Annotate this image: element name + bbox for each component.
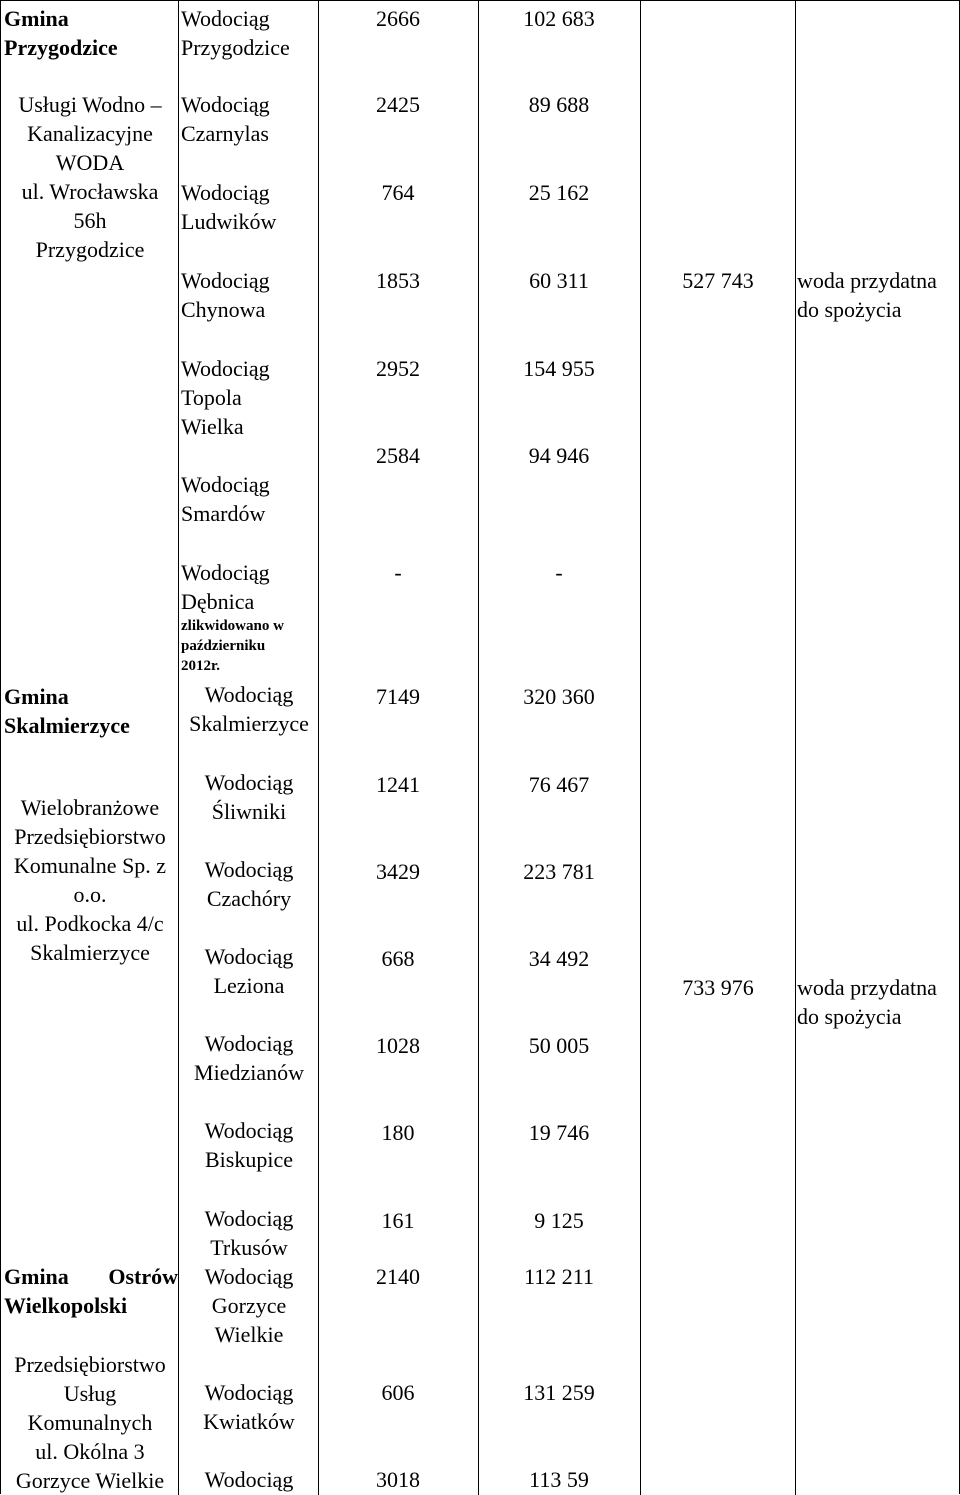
value-1: 668	[381, 946, 415, 971]
operator-address: Przedsiębiorstwo Usług Komunalnych ul. O…	[14, 1352, 166, 1493]
column-divider	[795, 0, 796, 1495]
value-1: -	[394, 560, 402, 585]
waterworks-name: Wodociąg Śliwniki	[204, 770, 294, 824]
value-2: 9 125	[534, 1208, 584, 1233]
gmina-name: Gmina Przygodzice	[4, 6, 118, 60]
waterworks-name: Wodociąg Chynowa	[181, 268, 270, 322]
waterworks-name: Wodociąg Ludwików	[181, 180, 277, 234]
column-divider	[478, 0, 479, 1495]
value-1: 2666	[376, 6, 420, 31]
column-divider	[178, 0, 179, 1495]
value-1: 3429	[376, 859, 420, 884]
waterworks-name: Wodociąg Leziona	[204, 944, 294, 998]
value-2: 25 162	[528, 180, 590, 205]
value-1: 2425	[376, 92, 420, 117]
value-1: 2140	[376, 1264, 420, 1289]
waterworks-name: Wodociąg Skalmierzyce	[189, 682, 309, 736]
waterworks-name: Wodociąg Przygodzice	[181, 6, 290, 60]
value-2: -	[555, 560, 563, 585]
value-2: 113 59	[529, 1467, 589, 1492]
column-divider	[640, 0, 641, 1495]
value-2: 223 781	[523, 859, 595, 884]
gmina-name: Gmina Skalmierzyce	[4, 684, 130, 738]
value-1: 2584	[376, 443, 420, 468]
value-1: 1853	[376, 268, 420, 293]
value-2: 154 955	[523, 356, 595, 381]
quality-note: woda przydatna do spożycia	[797, 975, 937, 1029]
operator-address: Usługi Wodno – Kanalizacyjne WODA ul. Wr…	[18, 92, 162, 262]
value-1: 7149	[376, 684, 420, 709]
waterworks-name: Wodociąg Gorzyce Wielkie	[204, 1264, 294, 1347]
waterworks-name: Wodociąg Trkusów	[204, 1206, 294, 1260]
value-2: 94 946	[528, 443, 590, 468]
value-2: 102 683	[523, 6, 595, 31]
value-1: 3018	[376, 1467, 420, 1492]
waterworks-name: Wodociąg	[204, 1467, 294, 1492]
column-divider	[318, 0, 319, 1495]
value-2: 34 492	[528, 946, 590, 971]
value-1: 161	[381, 1208, 415, 1233]
value-1: 1241	[376, 772, 420, 797]
value-2: 112 211	[524, 1264, 594, 1289]
value-1: 1028	[376, 1033, 420, 1058]
value-1: 180	[381, 1120, 415, 1145]
decommission-note: zlikwidowano w październiku 2012r.	[181, 618, 284, 674]
operator-address: Wielobranżowe Przedsiębiorstwo Komunalne…	[13, 795, 167, 965]
total-sum: 527 743	[682, 268, 754, 293]
waterworks-name: Wodociąg Czachóry	[204, 857, 294, 911]
waterworks-name: Wodociąg Dębnica	[181, 560, 270, 614]
value-2: 76 467	[528, 772, 590, 797]
value-2: 89 688	[528, 92, 590, 117]
value-1: 2952	[376, 356, 420, 381]
gmina-name: Gmina Ostrów Wielkopolski	[4, 1264, 178, 1318]
total-sum: 733 976	[682, 975, 754, 1000]
waterworks-name: Wodociąg Smardów	[181, 472, 270, 526]
value-1: 764	[381, 180, 415, 205]
waterworks-name: Wodociąg Biskupice	[204, 1118, 294, 1172]
value-2: 50 005	[528, 1033, 590, 1058]
waterworks-name: Wodociąg Kwiatków	[203, 1380, 295, 1434]
waterworks-name: Wodociąg Miedzianów	[194, 1031, 304, 1085]
value-1: 606	[381, 1380, 415, 1405]
value-2: 131 259	[523, 1380, 595, 1405]
waterworks-name: Wodociąg Czarnylas	[181, 92, 270, 146]
value-2: 60 311	[529, 268, 589, 293]
value-2: 19 746	[528, 1120, 590, 1145]
quality-note: woda przydatna do spożycia	[797, 268, 937, 322]
waterworks-name: Wodociąg Topola Wielka	[181, 356, 270, 439]
value-2: 320 360	[523, 684, 595, 709]
